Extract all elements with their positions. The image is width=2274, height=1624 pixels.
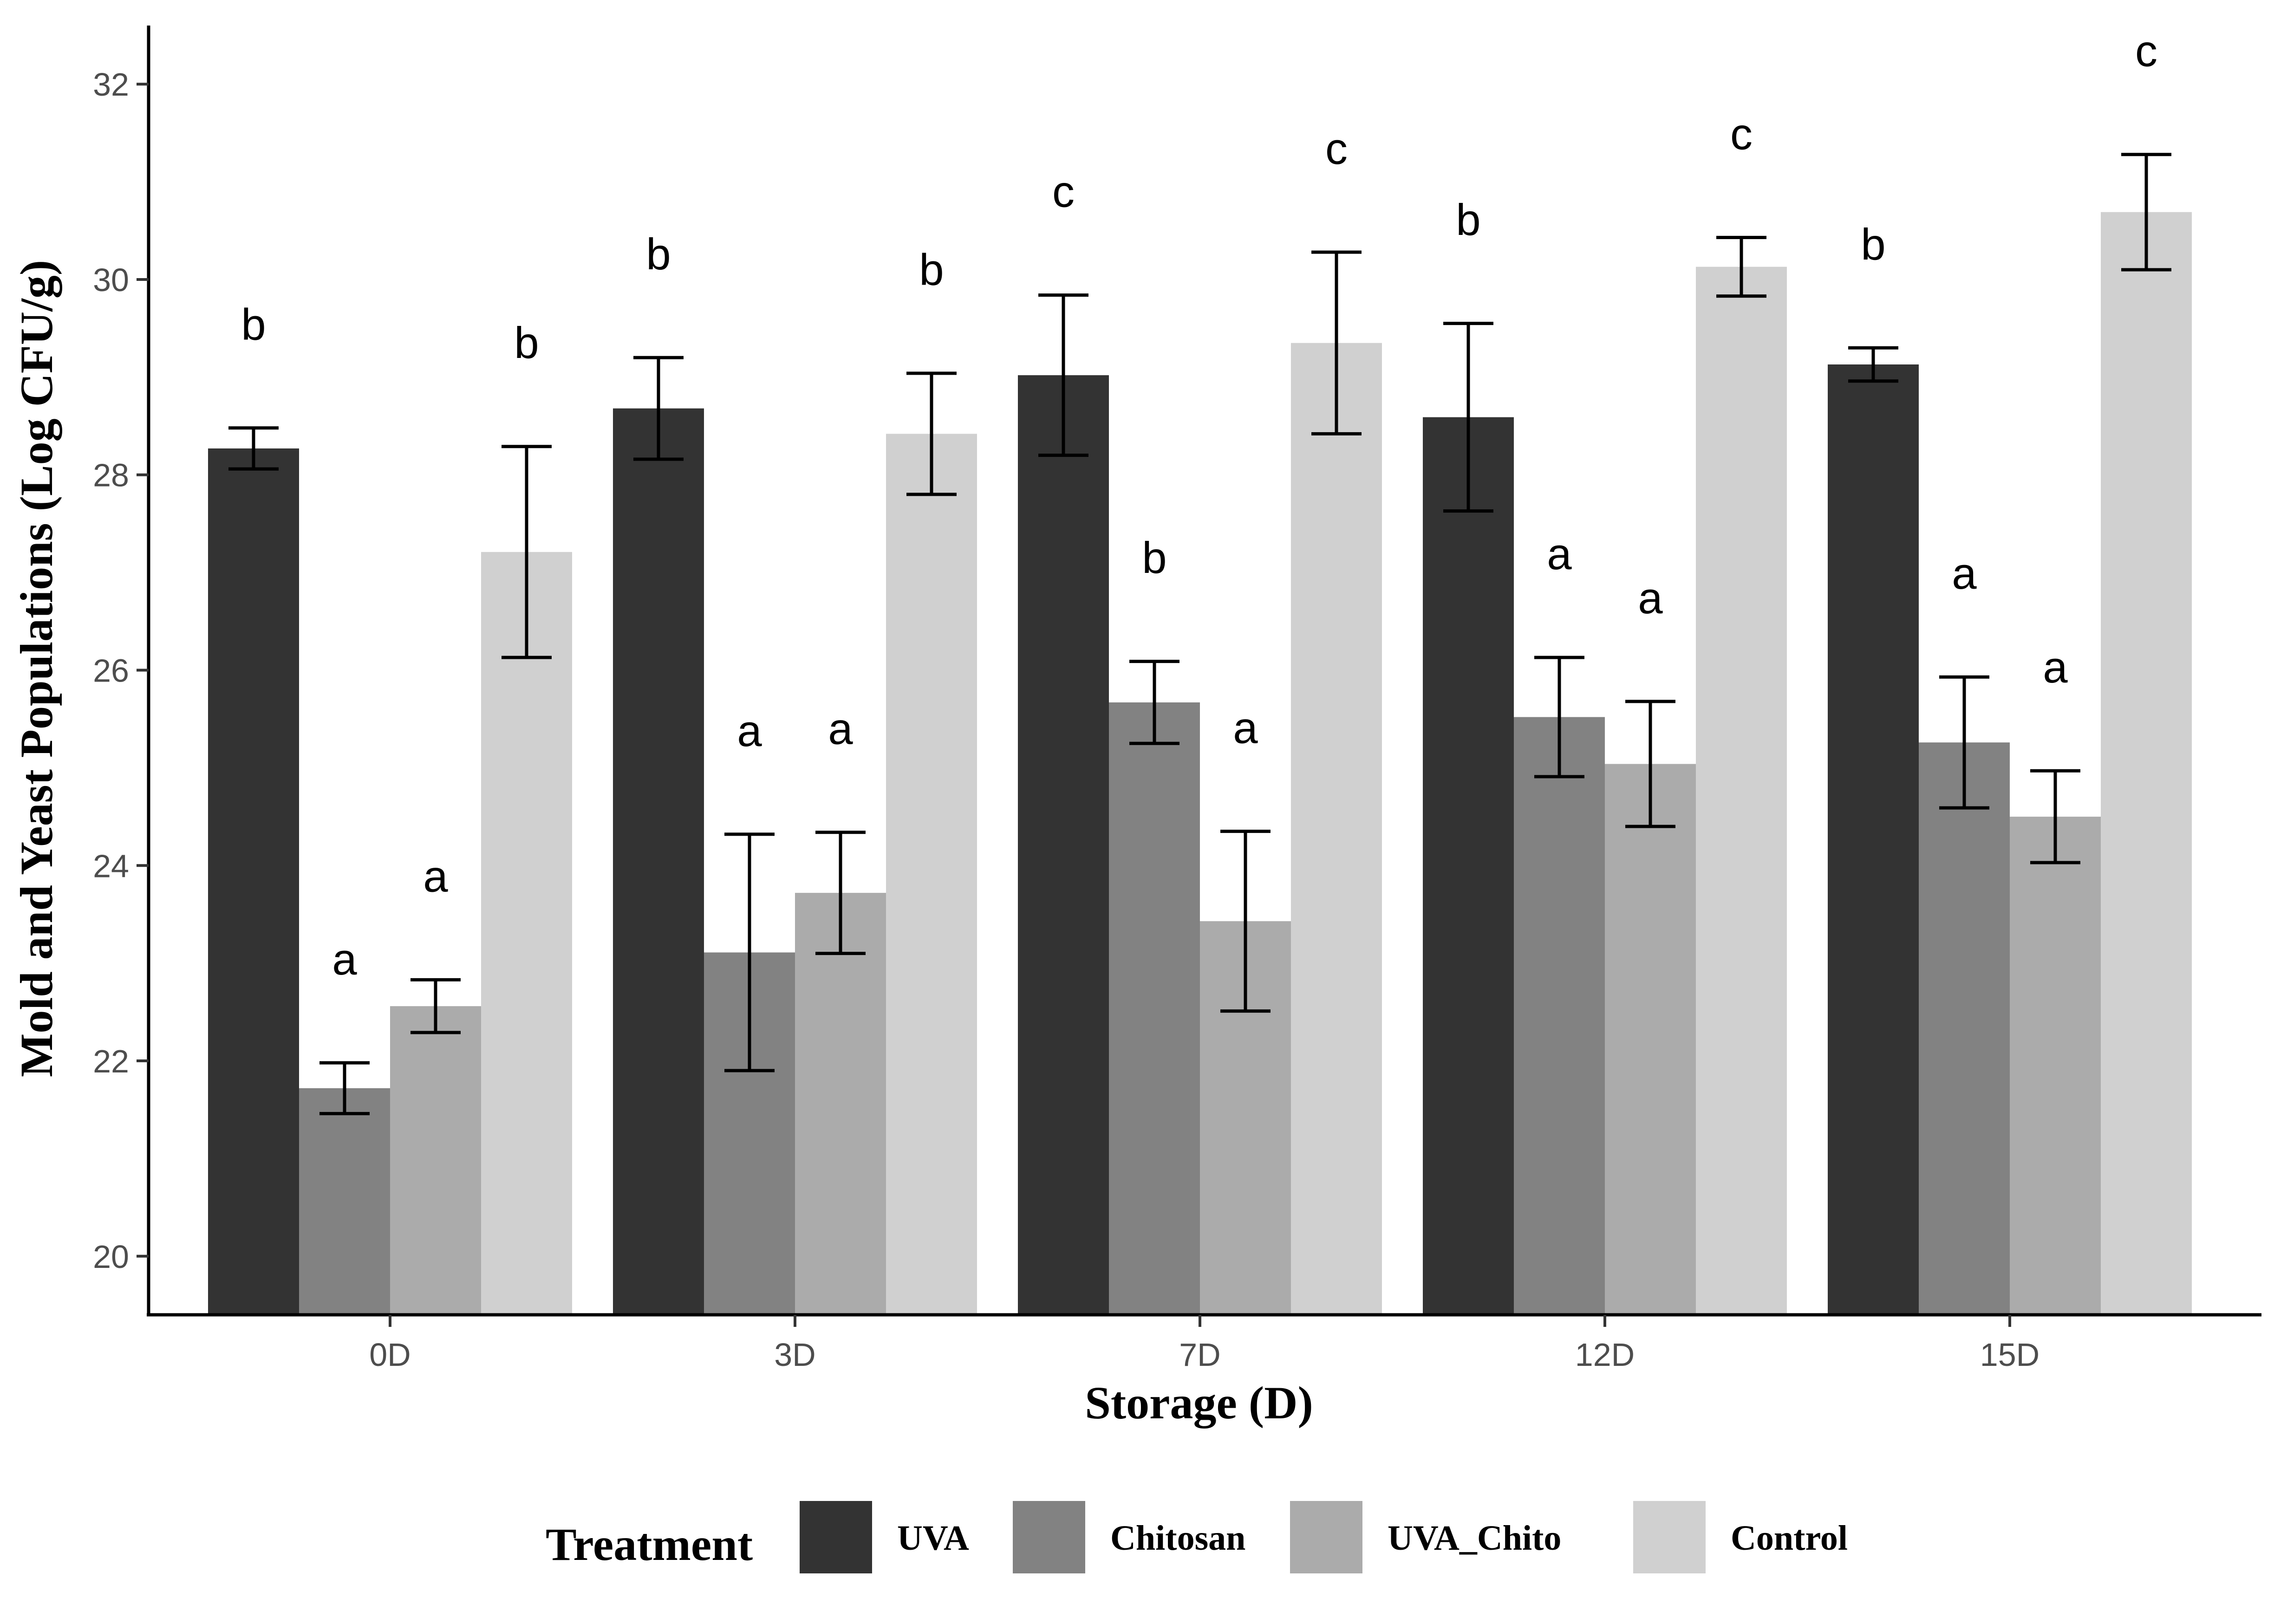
legend-item-control: Control — [1633, 1501, 1848, 1573]
error-bar-chitosan-3d — [724, 832, 775, 1072]
legend-key-uva — [800, 1501, 872, 1573]
error-bar-uva-0d — [228, 426, 279, 471]
bar-uva-15d — [1828, 364, 1919, 1315]
bar-control-12d — [1696, 266, 1787, 1315]
error-bar-uva-12d — [1443, 322, 1493, 513]
y-tick-label: 24 — [93, 848, 129, 884]
legend-item-chitosan: Chitosan — [1013, 1501, 1245, 1573]
sig-label-chitosan-12d: a — [1547, 529, 1572, 579]
y-tick-label: 32 — [93, 66, 129, 103]
sig-label-uva-0d: b — [241, 300, 266, 350]
bar-uva-chito-3d — [795, 893, 886, 1315]
legend-label-control: Control — [1731, 1519, 1848, 1558]
x-axis-title: Storage (D) — [1085, 1377, 1313, 1429]
y-tick-label: 22 — [93, 1043, 129, 1079]
legend: Treatment UVA Chitosan UVA_Chito Control — [546, 1501, 1848, 1573]
error-bar-control-3d — [906, 371, 957, 496]
bar-control-3d — [886, 434, 977, 1315]
x-tick-label: 0D — [369, 1337, 410, 1373]
sig-label-control-15d: c — [2135, 26, 2157, 76]
legend-key-chitosan — [1013, 1501, 1085, 1573]
y-ticks: 20 22 24 26 28 30 32 — [93, 66, 149, 1275]
errorbars-layer — [228, 153, 2171, 1116]
bar-uva-0d — [208, 448, 299, 1315]
bar-chitosan-7d — [1109, 702, 1200, 1315]
error-bar-control-15d — [2121, 153, 2171, 272]
sig-label-uva-chito-12d: a — [1638, 573, 1663, 623]
x-tick-label: 15D — [1980, 1337, 2039, 1373]
sig-label-uva-chito-3d: a — [828, 704, 853, 754]
error-bar-uva-chito-12d — [1625, 700, 1675, 828]
error-bar-control-12d — [1716, 236, 1766, 298]
legend-label-uva-chito: UVA_Chito — [1388, 1519, 1561, 1558]
sig-label-control-0d: b — [514, 318, 539, 368]
sig-label-chitosan-7d: b — [1142, 533, 1166, 583]
y-tick-label: 28 — [93, 457, 129, 494]
error-bar-uva-chito-7d — [1220, 830, 1271, 1013]
legend-item-uva-chito: UVA_Chito — [1290, 1501, 1561, 1573]
bar-uva-3d — [613, 408, 704, 1315]
sig-label-control-7d: c — [1325, 124, 1348, 174]
error-bar-control-7d — [1311, 250, 1362, 435]
legend-key-uva-chito — [1290, 1501, 1362, 1573]
legend-item-uva: UVA — [800, 1501, 969, 1573]
sig-label-uva-chito-15d: a — [2043, 643, 2068, 692]
error-bar-chitosan-15d — [1939, 675, 1989, 810]
bar-control-15d — [2101, 212, 2192, 1315]
error-bar-control-0d — [502, 445, 552, 659]
x-tick-label: 3D — [774, 1337, 815, 1373]
bar-chitosan-12d — [1514, 717, 1605, 1315]
error-bar-uva-7d — [1038, 293, 1088, 457]
sig-label-control-12d: c — [1730, 110, 1753, 159]
significance-labels: b a a b b a a b c b a c b a a c b a a c — [241, 26, 2157, 985]
sig-label-uva-chito-0d: a — [423, 851, 448, 901]
sig-label-uva-7d: c — [1052, 167, 1075, 217]
legend-title: Treatment — [546, 1519, 753, 1570]
bar-uva-12d — [1423, 417, 1514, 1315]
y-tick-label: 20 — [93, 1239, 129, 1275]
error-bar-uva-3d — [633, 356, 684, 461]
error-bar-uva-chito-3d — [815, 831, 866, 955]
bar-uva-7d — [1018, 375, 1109, 1315]
y-tick-label: 26 — [93, 653, 129, 689]
legend-label-uva: UVA — [897, 1519, 969, 1558]
x-tick-label: 7D — [1179, 1337, 1220, 1373]
error-bar-uva-15d — [1848, 346, 1898, 383]
sig-label-chitosan-3d: a — [737, 706, 762, 756]
x-ticks: 0D 3D 7D 12D 15D — [369, 1315, 2039, 1373]
sig-label-uva-15d: b — [1861, 220, 1885, 269]
sig-label-chitosan-15d: a — [1952, 549, 1977, 598]
legend-key-control — [1633, 1501, 1706, 1573]
error-bar-chitosan-12d — [1534, 656, 1584, 779]
error-bar-chitosan-0d — [319, 1061, 370, 1116]
legend-label-chitosan: Chitosan — [1110, 1519, 1245, 1558]
sig-label-chitosan-0d: a — [332, 935, 357, 984]
bar-control-0d — [481, 552, 572, 1315]
error-bar-chitosan-7d — [1129, 660, 1179, 745]
bar-chitosan-0d — [299, 1088, 390, 1315]
bar-uva-chito-12d — [1605, 764, 1696, 1315]
sig-label-uva-12d: b — [1456, 195, 1480, 245]
x-tick-label: 12D — [1575, 1337, 1635, 1373]
sig-label-control-3d: b — [919, 245, 944, 295]
bar-chitosan-15d — [1919, 742, 2010, 1315]
y-axis-title: Mold and Yeast Populations (Log CFU/g) — [11, 260, 62, 1077]
legend-items: UVA Chitosan UVA_Chito Control — [800, 1501, 1848, 1573]
sig-label-uva-chito-7d: a — [1233, 703, 1258, 753]
bar-control-7d — [1291, 343, 1382, 1315]
bar-uva-chito-15d — [2010, 817, 2101, 1315]
bar-uva-chito-0d — [390, 1006, 481, 1315]
sig-label-uva-3d: b — [646, 229, 671, 279]
y-tick-label: 30 — [93, 262, 129, 298]
bars-layer — [208, 212, 2192, 1315]
error-bar-uva-chito-0d — [410, 978, 461, 1034]
error-bar-uva-chito-15d — [2030, 769, 2080, 864]
